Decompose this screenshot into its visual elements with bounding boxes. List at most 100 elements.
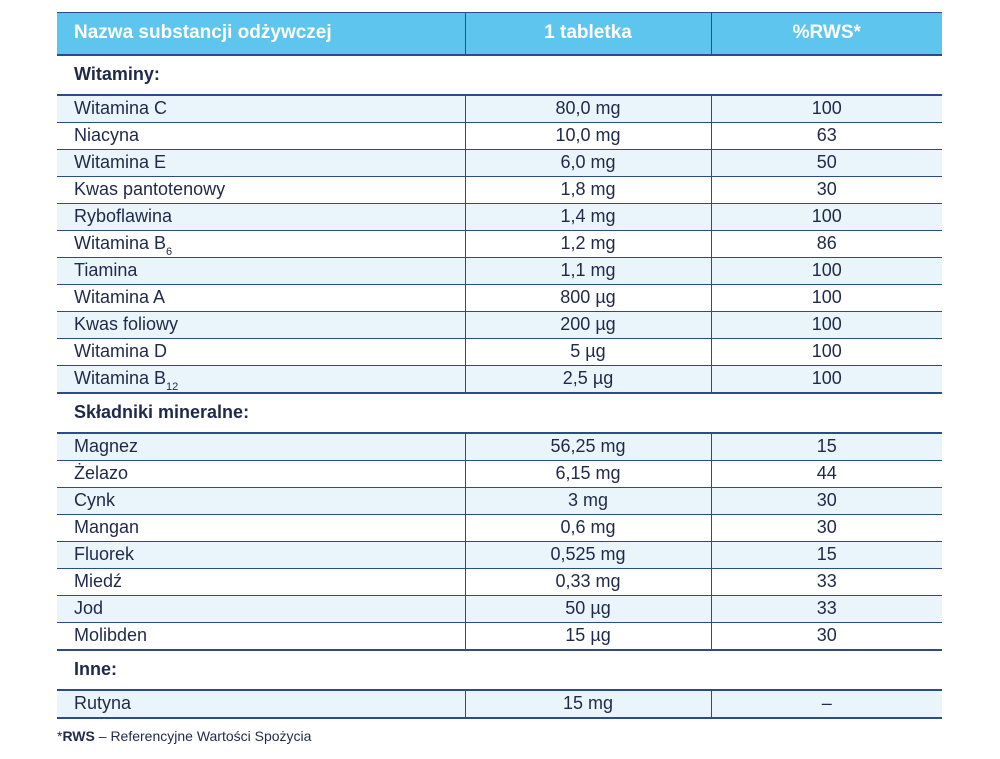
nutrient-name-cell: Witamina B12 [57, 365, 465, 394]
table-row: Niacyna 10,0 mg 63 [57, 122, 942, 150]
rws-cell: 15 [711, 432, 942, 461]
rws-cell: 33 [711, 568, 942, 596]
table-row: Witamina E 6,0 mg 50 [57, 149, 942, 177]
table-row: Witamina B6 1,2 mg 86 [57, 230, 942, 258]
footnote-text: – Referencyjne Wartości Spożycia [94, 728, 312, 744]
footnote: *RWS – Referencyjne Wartości Spożycia [57, 728, 311, 744]
table-row: Kwas foliowy 200 µg 100 [57, 311, 942, 339]
rws-cell: 30 [711, 514, 942, 542]
rws-cell: 30 [711, 487, 942, 515]
nutrition-table-container: Nazwa substancji odżywczej 1 tabletka %R… [57, 12, 942, 719]
amount-cell: 15 µg [464, 622, 712, 651]
rws-cell: 44 [711, 460, 942, 488]
amount-cell: 1,1 mg [464, 257, 712, 285]
rws-cell: 30 [711, 622, 942, 651]
nutrient-name: Tiamina [74, 260, 138, 280]
header-rws: %RWS* [711, 12, 942, 56]
amount-cell: 800 µg [464, 284, 712, 312]
nutrient-name: Miedź [74, 571, 123, 591]
amount-cell: 0,6 mg [464, 514, 712, 542]
rws-cell: 86 [711, 230, 942, 258]
amount-cell: 2,5 µg [464, 365, 712, 394]
amount-cell: 200 µg [464, 311, 712, 339]
rws-cell: 100 [711, 284, 942, 312]
nutrient-name-cell: Żelazo [57, 460, 465, 488]
amount-cell: 15 mg [464, 689, 712, 719]
amount-cell: 10,0 mg [464, 122, 712, 150]
section-title: Witaminy: [57, 54, 942, 96]
nutrient-name-cell: Witamina E [57, 149, 465, 177]
table-row: Witamina C 80,0 mg 100 [57, 94, 942, 123]
nutrient-name: Ryboflawina [74, 206, 173, 226]
amount-cell: 3 mg [464, 487, 712, 515]
nutrient-name: Mangan [74, 517, 140, 537]
nutrient-subscript: 12 [166, 381, 179, 393]
rws-cell: 100 [711, 257, 942, 285]
nutrient-name-cell: Kwas pantotenowy [57, 176, 465, 204]
rws-cell: – [711, 689, 942, 719]
amount-cell: 1,8 mg [464, 176, 712, 204]
nutrient-name-cell: Witamina D [57, 338, 465, 366]
rws-cell: 63 [711, 122, 942, 150]
footnote-marker: * [57, 728, 63, 744]
table-row: Witamina A 800 µg 100 [57, 284, 942, 312]
nutrient-name-cell: Molibden [57, 622, 465, 651]
nutrient-name-cell: Magnez [57, 432, 465, 461]
nutrient-name-cell: Cynk [57, 487, 465, 515]
nutrient-name-cell: Miedź [57, 568, 465, 596]
table-body: Witaminy: Witamina C 80,0 mg 100 Niacyna 10,0… [57, 54, 942, 719]
nutrient-name: Molibden [74, 625, 148, 645]
table-row: Jod 50 µg 33 [57, 595, 942, 623]
nutrient-name-cell: Jod [57, 595, 465, 623]
nutrient-name: Fluorek [74, 544, 135, 564]
table-row: Magnez 56,25 mg 15 [57, 432, 942, 461]
table-row: Żelazo 6,15 mg 44 [57, 460, 942, 488]
nutrient-name: Rutyna [74, 693, 132, 713]
nutrient-name-cell: Mangan [57, 514, 465, 542]
nutrient-name-cell: Witamina B6 [57, 230, 465, 258]
table-row: Witamina B12 2,5 µg 100 [57, 365, 942, 394]
section-title: Składniki mineralne: [57, 392, 942, 434]
nutrient-name-cell: Ryboflawina [57, 203, 465, 231]
amount-cell: 5 µg [464, 338, 712, 366]
amount-cell: 0,33 mg [464, 568, 712, 596]
nutrient-name: Cynk [74, 490, 116, 510]
amount-cell: 80,0 mg [464, 94, 712, 123]
nutrient-name: Witamina B [74, 233, 167, 253]
table-header-row: Nazwa substancji odżywczej 1 tabletka %R… [57, 12, 942, 56]
table-row: Cynk 3 mg 30 [57, 487, 942, 515]
footnote-abbr: RWS [62, 728, 95, 744]
table-row: Rutyna 15 mg – [57, 689, 942, 719]
amount-cell: 6,0 mg [464, 149, 712, 177]
amount-cell: 1,2 mg [464, 230, 712, 258]
rws-cell: 50 [711, 149, 942, 177]
rws-cell: 100 [711, 338, 942, 366]
nutrient-name: Witamina B [74, 368, 167, 388]
table-row: Kwas pantotenowy 1,8 mg 30 [57, 176, 942, 204]
nutrient-name: Niacyna [74, 125, 140, 145]
nutrient-name: Witamina E [74, 152, 167, 172]
nutrient-name: Witamina D [74, 341, 168, 361]
header-amount: 1 tabletka [464, 12, 712, 56]
nutrient-name-cell: Fluorek [57, 541, 465, 569]
section-row-minerals: Składniki mineralne: [57, 392, 942, 434]
nutrient-name: Magnez [74, 436, 139, 456]
section-row-vitamins: Witaminy: [57, 54, 942, 96]
table-row: Fluorek 0,525 mg 15 [57, 541, 942, 569]
table-row: Tiamina 1,1 mg 100 [57, 257, 942, 285]
nutrient-name-cell: Witamina A [57, 284, 465, 312]
nutrient-name-cell: Kwas foliowy [57, 311, 465, 339]
table-row: Molibden 15 µg 30 [57, 622, 942, 651]
nutrient-name: Witamina C [74, 98, 168, 118]
nutrient-name: Witamina A [74, 287, 166, 307]
rws-cell: 100 [711, 311, 942, 339]
rws-cell: 15 [711, 541, 942, 569]
amount-cell: 50 µg [464, 595, 712, 623]
amount-cell: 6,15 mg [464, 460, 712, 488]
nutrition-table: Nazwa substancji odżywczej 1 tabletka %R… [57, 12, 942, 719]
rws-cell: 100 [711, 365, 942, 394]
header-nutrient-name: Nazwa substancji odżywczej [57, 12, 465, 56]
section-row-other: Inne: [57, 649, 942, 691]
nutrient-name: Żelazo [74, 463, 129, 483]
table-row: Ryboflawina 1,4 mg 100 [57, 203, 942, 231]
